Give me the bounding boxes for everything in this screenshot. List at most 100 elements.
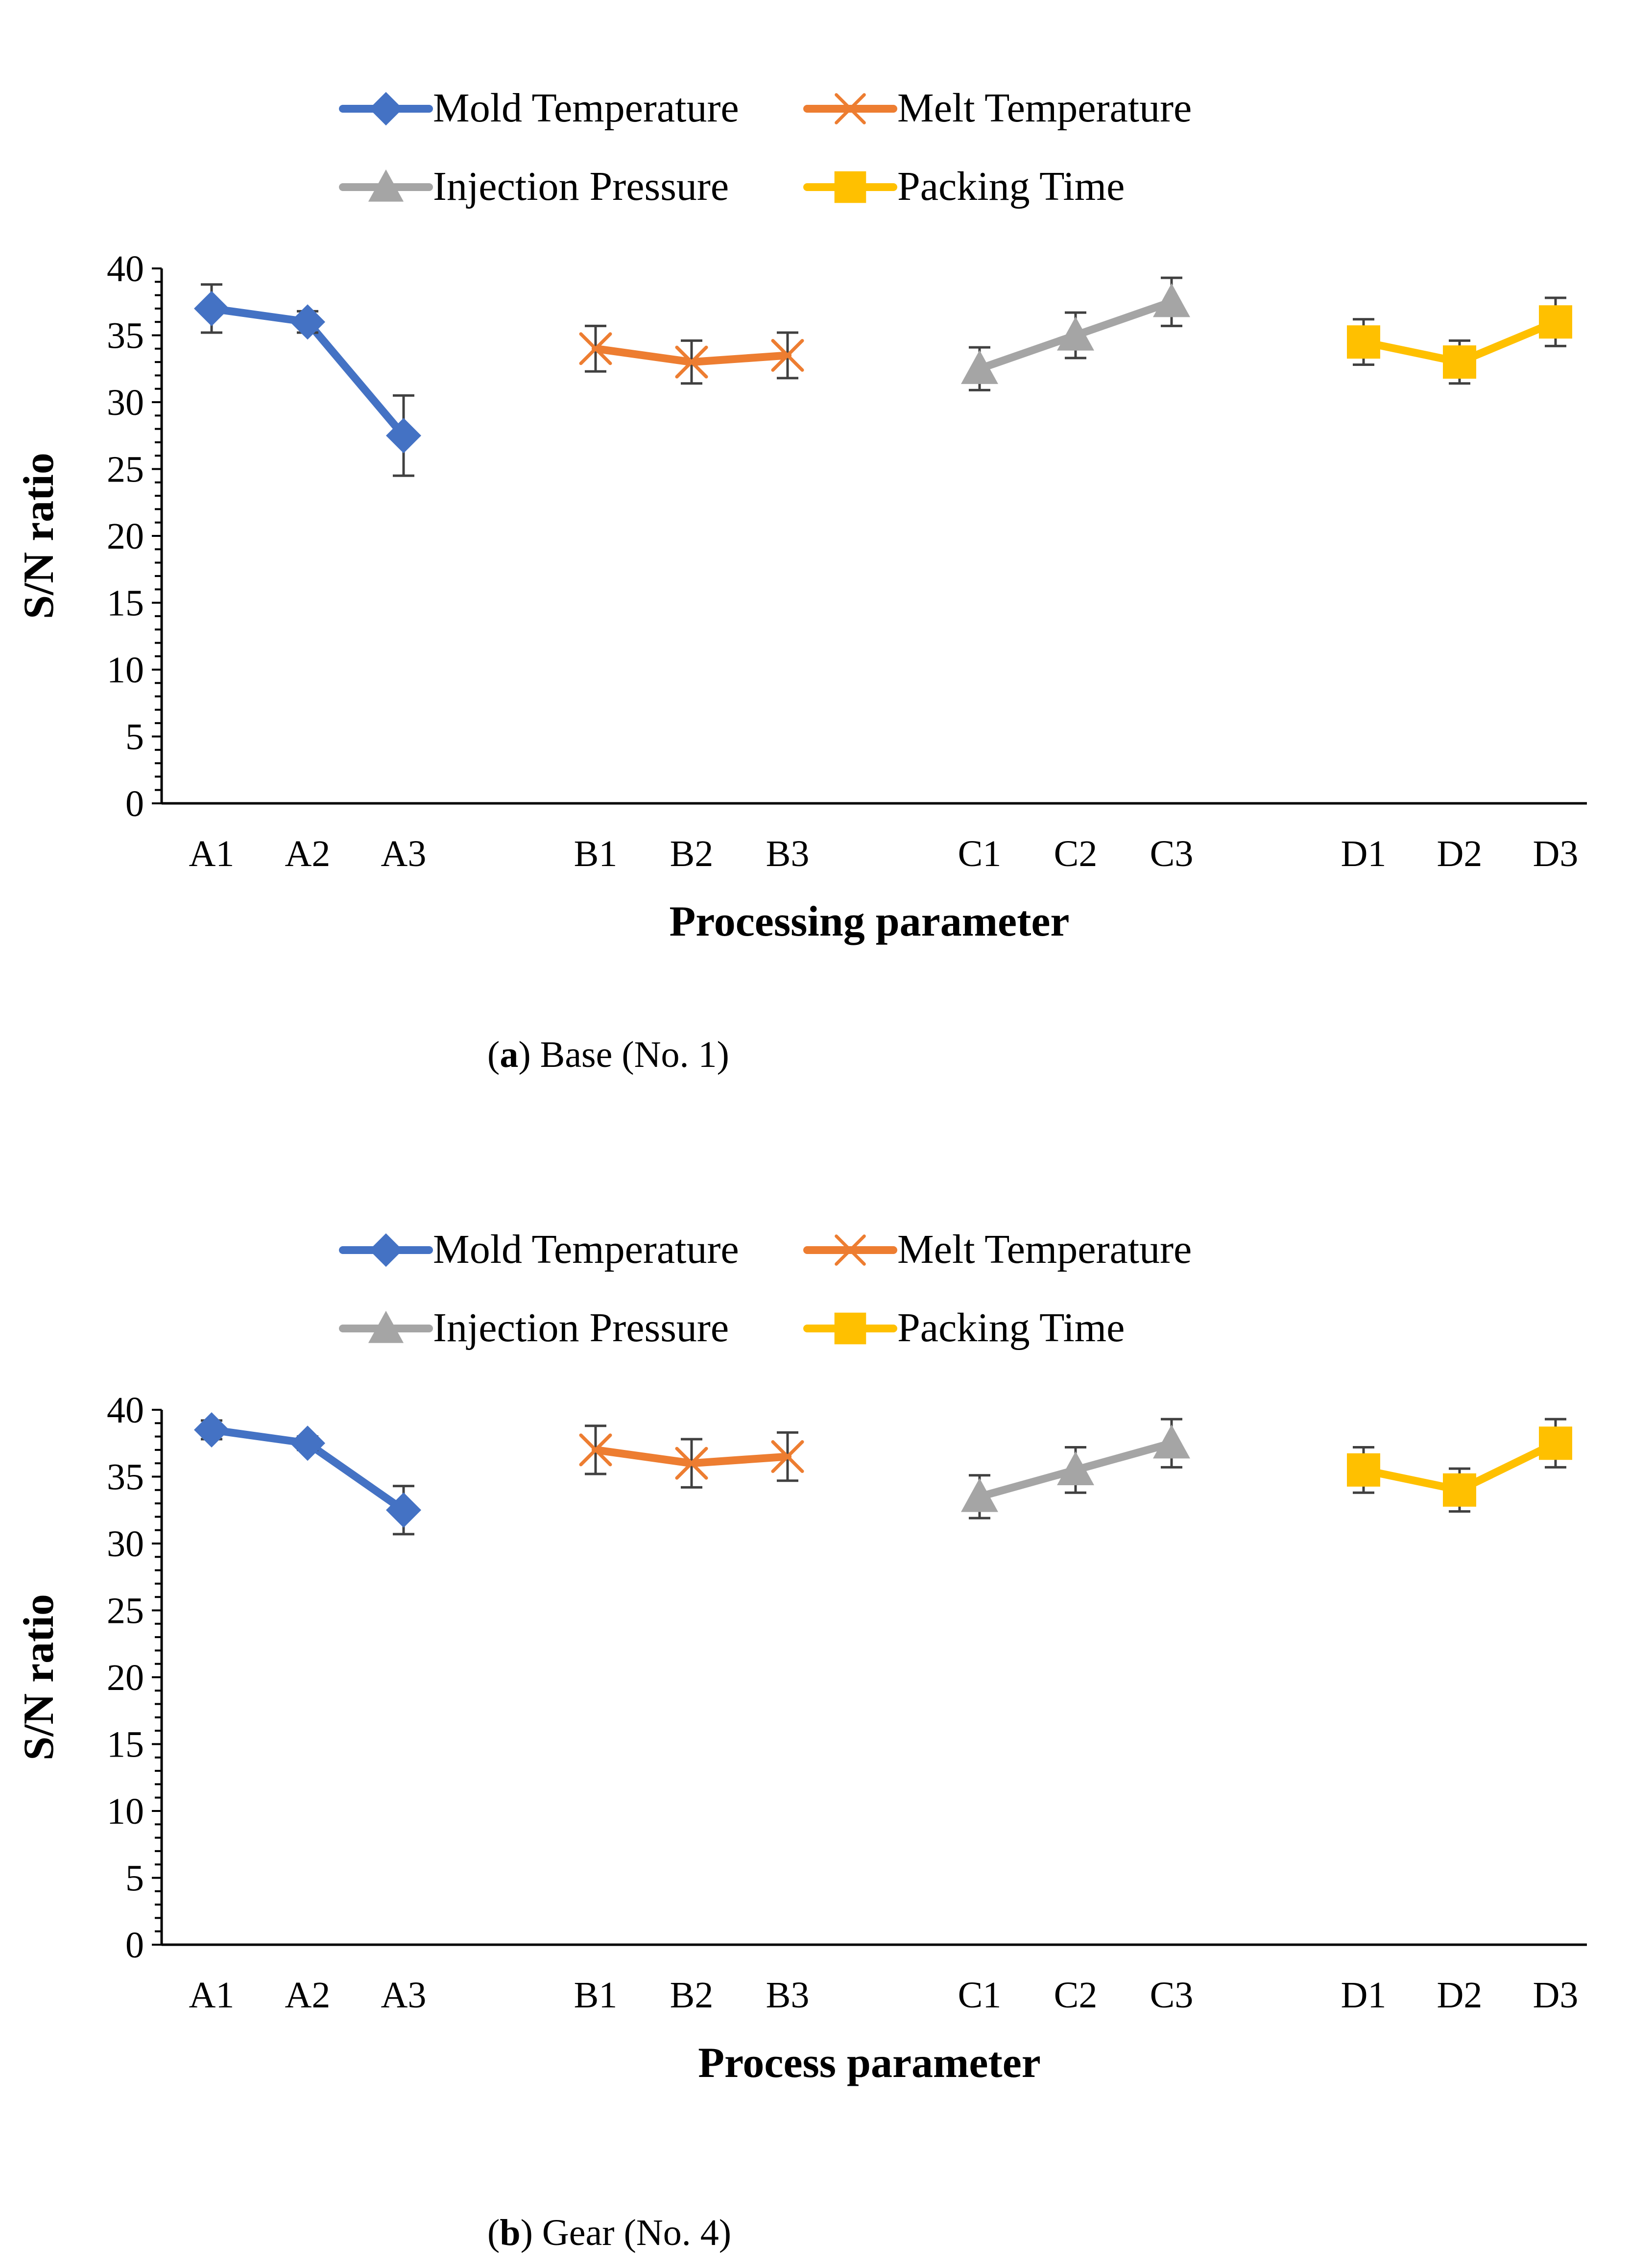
chart-a-series-1-point-2-stroke-2 bbox=[771, 338, 804, 372]
chart-a-y-tick-label-1: 5 bbox=[125, 717, 144, 758]
chart-b-legend-marker-2 bbox=[368, 1310, 404, 1343]
chart-b-x-tick-label-7: C2 bbox=[1054, 1975, 1098, 2016]
chart-a-y-ticks: 0 5 10 15 20 25 30 35 40 bbox=[107, 248, 162, 824]
chart-a-x-tick-label-4: B2 bbox=[670, 833, 714, 874]
chart-a-series-1-point-0 bbox=[579, 332, 612, 365]
chart-b-y-tick-label-3: 15 bbox=[107, 1724, 144, 1765]
chart-a-legend-marker-0 bbox=[369, 92, 403, 126]
chart-a-series-0 bbox=[194, 283, 421, 477]
chart-a-x-tick-label-2: A3 bbox=[381, 833, 427, 874]
chart-b-y-ticks: 0 5 10 15 20 25 30 35 40 bbox=[107, 1390, 162, 1966]
chart-b-series-1-point-2-stroke-2 bbox=[771, 1440, 804, 1473]
chart-b-caption-letter: b bbox=[500, 2212, 521, 2253]
chart-b-x-tick-labels: A1 A2 A3 B1 B2 B3 C1 C2 C3 D1 D2 D3 bbox=[189, 1975, 1579, 2016]
chart-b-caption-text: Gear (No. 4) bbox=[542, 2212, 732, 2253]
chart-a-series-1-point-0-stroke-2 bbox=[579, 332, 612, 365]
chart-b-legend-item-2: Injection Pressure bbox=[339, 1305, 729, 1351]
chart-a-x-tick-label-10: D2 bbox=[1437, 833, 1483, 874]
chart-a-series-0-point-2 bbox=[386, 418, 421, 454]
chart-a-series-1 bbox=[579, 324, 804, 385]
chart-a-x-tick-label-0: A1 bbox=[189, 833, 235, 874]
chart-b-y-tick-label-2: 10 bbox=[107, 1791, 144, 1832]
chart-a-legend: Mold Temperature Melt Temperature Injectio… bbox=[339, 85, 1192, 209]
chart-b-x-tick-label-5: B3 bbox=[766, 1975, 810, 2016]
chart-b-series-0-point-1 bbox=[290, 1425, 325, 1461]
chart-b-y-tick-label-8: 40 bbox=[107, 1390, 144, 1431]
chart-a-legend-item-3: Packing Time bbox=[803, 164, 1125, 209]
chart-a-y-axis-title: S/N ratio bbox=[15, 453, 63, 619]
chart-b-x-tick-label-2: A3 bbox=[381, 1975, 427, 2016]
chart-a-x-tick-label-1: A2 bbox=[285, 833, 331, 874]
chart-b-y-tick-label-6: 30 bbox=[107, 1523, 144, 1565]
chart-a-legend-label-0: Mold Temperature bbox=[433, 85, 739, 131]
chart-a-svg: Mold Temperature Melt Temperature Injectio… bbox=[15, 85, 1587, 945]
chart-b-legend-marker-1 bbox=[835, 1234, 866, 1266]
chart-b-legend-item-3: Packing Time bbox=[803, 1305, 1125, 1351]
chart-b-caption: (b) Gear (No. 4) bbox=[487, 2212, 732, 2253]
chart-b-x-axis-title: Process parameter bbox=[698, 2039, 1041, 2087]
chart-a-series-3-point-1 bbox=[1443, 345, 1476, 379]
chart-b-series-0-point-0 bbox=[194, 1412, 229, 1448]
chart-a-caption-text: Base (No. 1) bbox=[540, 1034, 729, 1075]
chart-b-legend-marker-0 bbox=[369, 1233, 403, 1267]
chart-b-y-tick-label-5: 25 bbox=[107, 1591, 144, 1632]
chart-a-x-tick-label-5: B3 bbox=[766, 833, 810, 874]
chart-a-series-2-point-1 bbox=[1057, 316, 1094, 351]
chart-a-x-tick-labels: A1 A2 A3 B1 B2 B3 C1 C2 C3 D1 D2 D3 bbox=[189, 833, 1579, 874]
chart-b-legend-item-0: Mold Temperature bbox=[339, 1227, 739, 1272]
chart-a-series-2-point-2 bbox=[1153, 283, 1190, 317]
chart-b-x-tick-label-11: D3 bbox=[1533, 1975, 1579, 2016]
chart-a-legend-item-0: Mold Temperature bbox=[339, 85, 739, 131]
chart-b-legend: Mold Temperature Melt Temperature Injectio… bbox=[339, 1227, 1192, 1351]
chart-panel-a: Mold Temperature Melt Temperature Injectio… bbox=[0, 0, 1630, 1127]
chart-b-x-tick-label-6: C1 bbox=[958, 1975, 1002, 2016]
chart-b-x-tick-label-10: D2 bbox=[1437, 1975, 1483, 2016]
chart-a-legend-marker-1 bbox=[835, 93, 866, 124]
chart-a-x-tick-label-3: B1 bbox=[574, 833, 618, 874]
chart-b-legend-label-1: Melt Temperature bbox=[897, 1227, 1192, 1272]
chart-a-series-3-point-0 bbox=[1347, 325, 1380, 359]
chart-b-series-1-point-0 bbox=[579, 1433, 612, 1467]
chart-b-svg: Mold Temperature Melt Temperature Injectio… bbox=[15, 1227, 1587, 2087]
chart-b-series-2-point-0 bbox=[961, 1478, 998, 1512]
chart-a-legend-label-1: Melt Temperature bbox=[897, 85, 1192, 131]
chart-b-legend-label-3: Packing Time bbox=[897, 1305, 1125, 1351]
chart-b-series-3-point-2 bbox=[1539, 1426, 1572, 1460]
chart-a-y-tick-label-3: 15 bbox=[107, 583, 144, 624]
chart-a-x-tick-label-9: D1 bbox=[1341, 833, 1387, 874]
chart-b-series-3 bbox=[1347, 1418, 1572, 1513]
chart-b-series-1-point-0-stroke-2 bbox=[579, 1433, 612, 1467]
chart-b-y-tick-label-4: 20 bbox=[107, 1657, 144, 1698]
chart-a-legend-label-3: Packing Time bbox=[897, 164, 1125, 209]
chart-b-series-1-point-2 bbox=[771, 1440, 804, 1473]
chart-a-legend-label-2: Injection Pressure bbox=[433, 164, 729, 209]
chart-b-x-tick-label-1: A2 bbox=[285, 1975, 331, 2016]
chart-b-legend-marker-1-stroke-2 bbox=[835, 1234, 866, 1266]
chart-a-caption-letter: a bbox=[500, 1034, 519, 1075]
chart-a-y-tick-label-6: 30 bbox=[107, 382, 144, 423]
chart-a-y-tick-label-7: 35 bbox=[107, 315, 144, 357]
chart-b-series-1 bbox=[579, 1424, 804, 1489]
chart-a-series-3 bbox=[1347, 296, 1572, 385]
chart-a-x-axis-title: Processing parameter bbox=[669, 898, 1069, 945]
chart-a-legend-item-1: Melt Temperature bbox=[803, 85, 1192, 131]
chart-a-series-0-point-0 bbox=[194, 290, 229, 326]
chart-a-series-3-point-2 bbox=[1539, 305, 1572, 339]
chart-a-legend-item-2: Injection Pressure bbox=[339, 164, 729, 209]
chart-b-series-2 bbox=[961, 1418, 1190, 1520]
chart-a-series-2-point-0 bbox=[961, 350, 998, 384]
chart-b-y-tick-label-1: 5 bbox=[125, 1858, 144, 1899]
chart-b-legend-label-0: Mold Temperature bbox=[433, 1227, 739, 1272]
chart-a-y-tick-label-0: 0 bbox=[125, 783, 144, 824]
chart-b-x-tick-label-9: D1 bbox=[1341, 1975, 1387, 2016]
chart-a-series-1-point-2 bbox=[771, 338, 804, 372]
chart-b-series-0 bbox=[194, 1412, 421, 1536]
chart-a-legend-marker-3 bbox=[834, 171, 866, 203]
chart-panel-b: Mold Temperature Melt Temperature Injectio… bbox=[0, 1141, 1630, 2268]
chart-b-series-3-point-0 bbox=[1347, 1453, 1380, 1487]
chart-b-series-1-point-1-stroke-2 bbox=[675, 1447, 708, 1480]
chart-a-y-tick-label-8: 40 bbox=[107, 248, 144, 290]
chart-b-legend-marker-3 bbox=[834, 1312, 866, 1345]
chart-b-x-tick-label-0: A1 bbox=[189, 1975, 235, 2016]
chart-b-y-axis-title: S/N ratio bbox=[15, 1594, 63, 1761]
